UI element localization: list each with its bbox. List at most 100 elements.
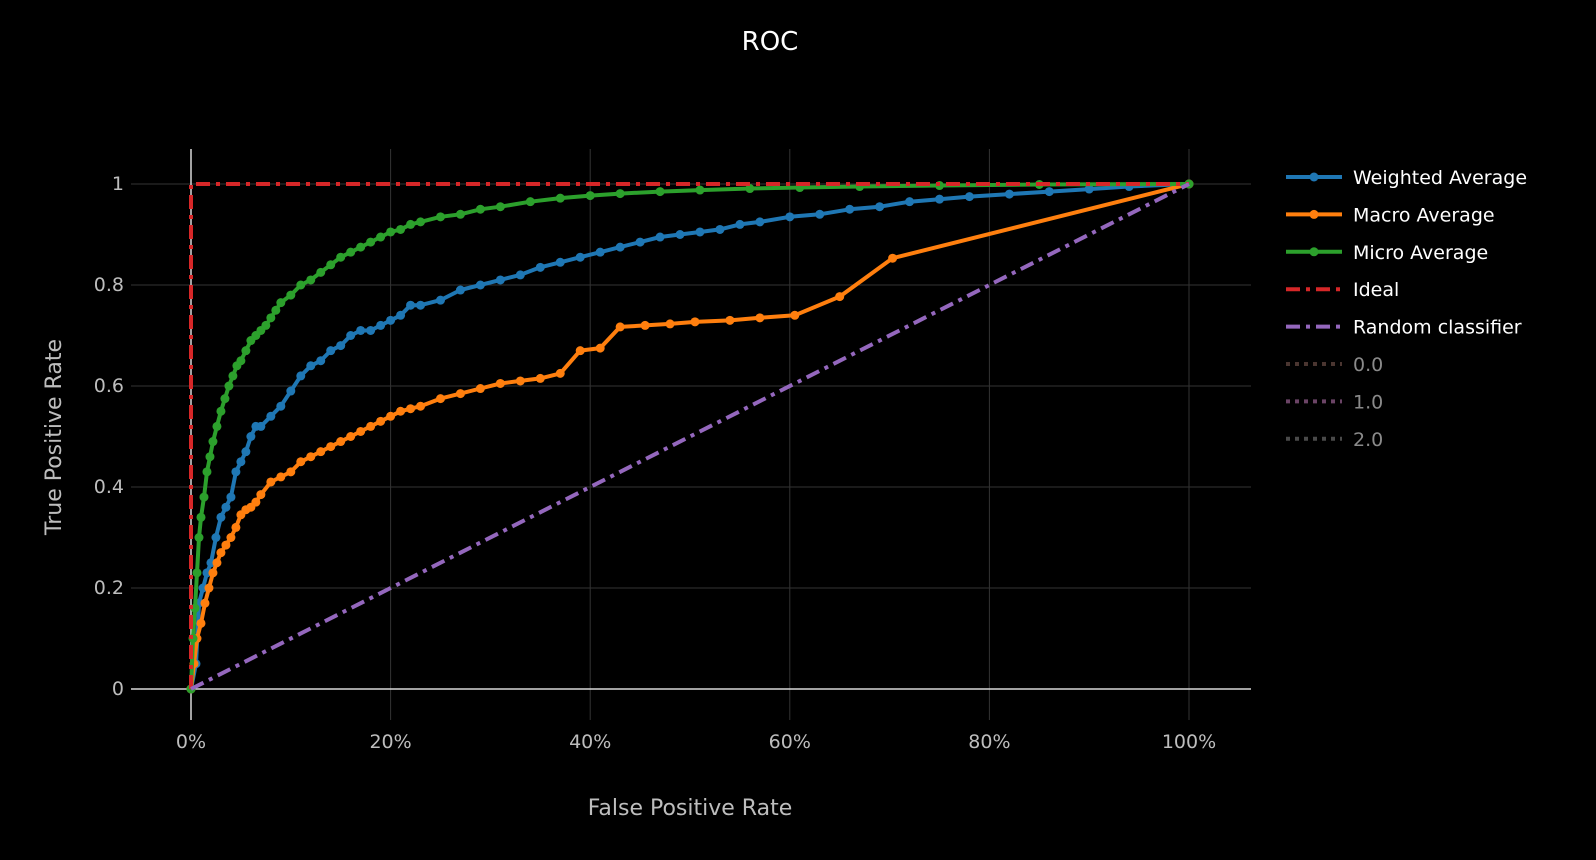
- micro-average-point: [199, 492, 209, 502]
- macro-average-point: [204, 583, 214, 593]
- weighted-average-point: [276, 401, 286, 411]
- weighted-average-point: [635, 237, 645, 247]
- weighted-average-point: [1084, 184, 1094, 194]
- micro-average-point: [286, 290, 296, 300]
- macro-average-point: [396, 406, 406, 416]
- macro-average-point: [286, 467, 296, 477]
- weighted-average-point: [735, 219, 745, 229]
- legend-item[interactable]: 0.0: [1286, 354, 1383, 376]
- macro-average-point: [316, 447, 326, 457]
- micro-average-point: [216, 406, 226, 416]
- weighted-average-point: [755, 217, 765, 227]
- macro-average-point: [208, 568, 218, 578]
- micro-average-point: [228, 371, 238, 381]
- micro-average-point: [202, 467, 212, 477]
- micro-average-point: [316, 267, 326, 277]
- macro-average-point: [615, 322, 625, 332]
- macro-average-point: [595, 343, 605, 353]
- weighted-average-point: [436, 295, 445, 305]
- weighted-average-point: [396, 310, 406, 320]
- micro-average-point: [356, 242, 366, 252]
- micro-average-point: [208, 437, 218, 447]
- legend-item[interactable]: Weighted Average: [1286, 167, 1527, 189]
- x-tick-label: 0%: [176, 731, 206, 753]
- macro-average-point: [455, 389, 465, 399]
- y-axis-title: True Positive Rate: [42, 339, 67, 536]
- weighted-average-point: [356, 325, 366, 335]
- x-tick-label: 20%: [369, 731, 411, 753]
- ideal-line: [189, 182, 1189, 689]
- weighted-average-point: [845, 204, 855, 214]
- micro-average-point: [376, 232, 386, 242]
- macro-average-point: [356, 426, 366, 436]
- macro-average-point: [665, 319, 675, 329]
- micro-average-point: [416, 217, 426, 227]
- macro-average-point: [475, 384, 485, 394]
- weighted-average-point: [964, 192, 974, 202]
- legend-marker: [1309, 209, 1319, 219]
- weighted-average-point: [905, 197, 915, 207]
- weighted-average-point: [221, 502, 231, 512]
- legend-label: 0.0: [1353, 354, 1383, 376]
- weighted-average-point: [296, 371, 306, 381]
- weighted-average-point: [935, 194, 944, 204]
- micro-average-point: [236, 356, 246, 366]
- macro-average-point: [725, 315, 735, 325]
- macro-average-point: [306, 452, 316, 462]
- x-axis-title: False Positive Rate: [588, 796, 792, 821]
- legend-item[interactable]: 1.0: [1286, 391, 1383, 413]
- weighted-average-point: [555, 257, 565, 267]
- weighted-average-point: [211, 533, 221, 542]
- weighted-average-point: [455, 285, 465, 295]
- micro-average-point: [306, 275, 316, 285]
- weighted-average-point: [785, 212, 795, 222]
- legend-item[interactable]: Ideal: [1286, 279, 1399, 301]
- micro-average-point: [655, 187, 665, 197]
- legend-label: Macro Average: [1353, 204, 1495, 226]
- macro-average-point: [266, 477, 276, 487]
- macro-average-point: [226, 533, 236, 542]
- micro-average-point: [261, 320, 271, 330]
- weighted-average-point: [406, 300, 416, 310]
- series-ideal: [189, 182, 1189, 689]
- weighted-average-point: [386, 315, 396, 325]
- micro-average-point: [525, 197, 535, 207]
- series-micro-average: [186, 179, 1194, 694]
- micro-average-point: [192, 568, 202, 578]
- micro-average-point: [336, 252, 346, 262]
- micro-average-point: [326, 260, 336, 270]
- weighted-average-point: [715, 224, 725, 234]
- chart-title: ROC: [742, 27, 799, 57]
- macro-average-point: [256, 490, 266, 500]
- weighted-average-point: [416, 300, 426, 310]
- y-tick-label: 0.4: [94, 476, 124, 498]
- micro-average-point: [205, 452, 215, 462]
- legend-item[interactable]: Micro Average: [1286, 242, 1488, 264]
- weighted-average-point: [346, 331, 356, 340]
- macro-average-point: [346, 432, 356, 441]
- legend-item[interactable]: Random classifier: [1286, 317, 1522, 339]
- micro-average-point: [455, 209, 465, 219]
- legend-item[interactable]: 2.0: [1286, 429, 1383, 451]
- tick-labels: 0% 20% 40% 60% 80% 100% 0 0.2 0.4 0.6 0.8 1: [94, 173, 1216, 753]
- legend-item[interactable]: Macro Average: [1286, 204, 1495, 226]
- legend[interactable]: Weighted Average Macro Average Micro Avera…: [1286, 167, 1527, 451]
- weighted-average-point: [306, 361, 316, 371]
- weighted-average-point: [595, 247, 605, 257]
- micro-average-point: [196, 512, 206, 522]
- weighted-average-point: [495, 275, 505, 285]
- weighted-average-point: [1004, 189, 1014, 199]
- weighted-average-point: [316, 356, 326, 366]
- x-tick-label: 80%: [968, 731, 1010, 753]
- weighted-average-point: [326, 346, 336, 356]
- weighted-average-point: [231, 467, 241, 477]
- micro-average-point: [436, 212, 445, 222]
- plot-series: [186, 179, 1194, 694]
- legend-label: Micro Average: [1353, 242, 1488, 264]
- micro-average-point: [296, 280, 306, 290]
- micro-average-point: [386, 227, 396, 237]
- legend-marker: [1309, 247, 1319, 257]
- weighted-average-point: [256, 421, 266, 431]
- micro-average-point: [745, 184, 755, 194]
